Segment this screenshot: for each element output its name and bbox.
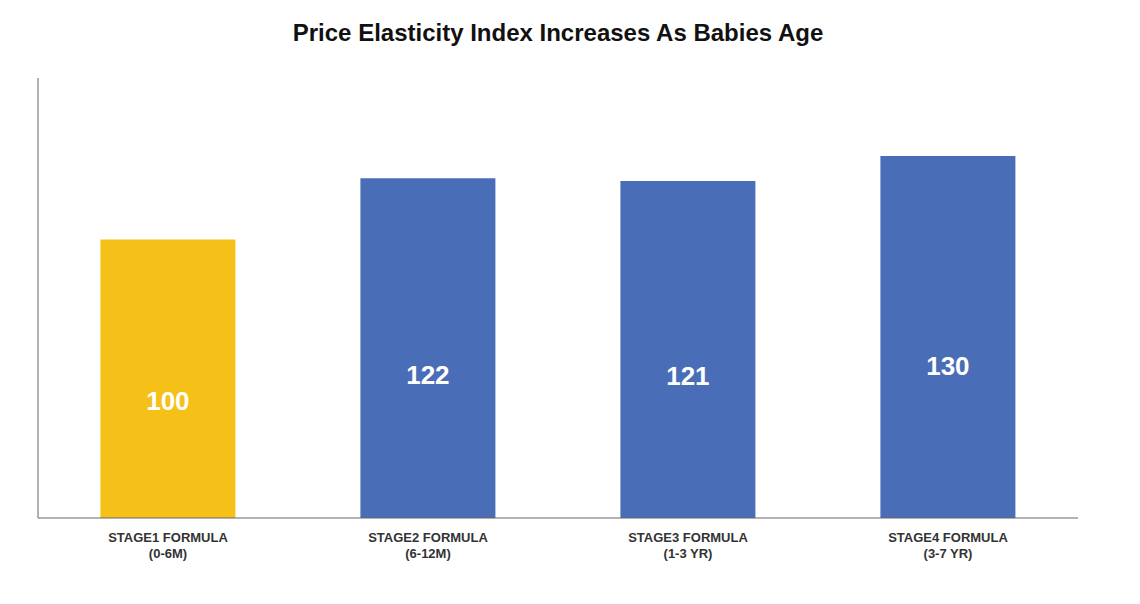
svg-text:130: 130 [926,351,969,381]
svg-text:STAGE3 FORMULA: STAGE3 FORMULA [628,530,748,545]
svg-text:(1-3 YR): (1-3 YR) [664,546,713,561]
svg-text:122: 122 [406,360,449,390]
svg-text:STAGE1 FORMULA: STAGE1 FORMULA [108,530,228,545]
svg-text:121: 121 [666,361,709,391]
svg-text:(3-7 YR): (3-7 YR) [924,546,973,561]
svg-text:STAGE2 FORMULA: STAGE2 FORMULA [368,530,488,545]
svg-text:(6-12M): (6-12M) [405,546,451,561]
svg-text:(0-6M): (0-6M) [149,546,187,561]
svg-text:100: 100 [146,386,189,416]
svg-text:STAGE4 FORMULA: STAGE4 FORMULA [888,530,1008,545]
html-text:Price Elasticity Index Increas: Price Elasticity Index Increases As Babi… [292,19,824,46]
